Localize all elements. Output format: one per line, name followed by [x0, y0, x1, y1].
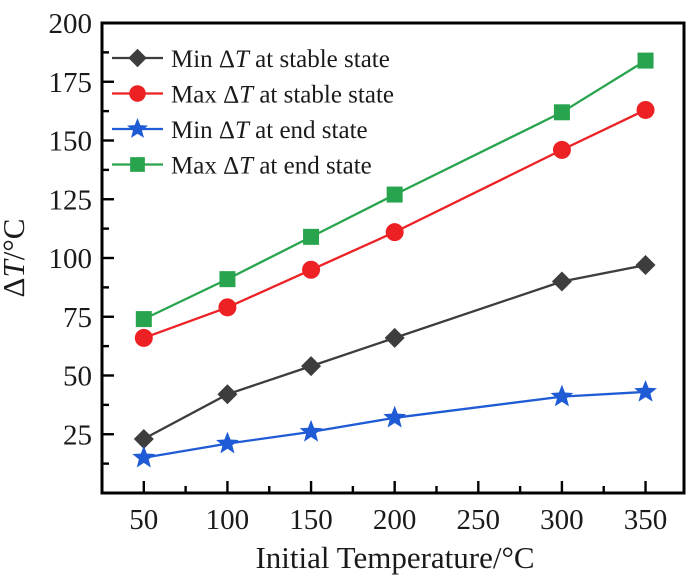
star-marker — [299, 419, 323, 442]
y-tick-label: 100 — [49, 243, 93, 275]
square-marker — [135, 311, 152, 328]
series-star — [132, 379, 657, 468]
legend-item: Min ΔT at stable state — [112, 46, 390, 73]
diamond-marker — [133, 428, 154, 449]
y-axis-title: ΔT/°C — [0, 219, 31, 298]
square-marker — [553, 104, 570, 121]
star-marker — [550, 384, 574, 407]
y-tick-label: 75 — [63, 302, 92, 334]
tick-labels: 50 100 150 200 250 300 350 25 50 75 100 125 150 175 20… — [49, 8, 668, 536]
series-diamond — [133, 255, 656, 449]
series-square — [135, 52, 654, 328]
x-tick-label: 150 — [289, 504, 333, 536]
legend-item: Max ΔT at end state — [112, 153, 372, 180]
square-marker — [637, 52, 654, 69]
series-line — [143, 108, 646, 339]
circle-marker — [129, 85, 146, 102]
x-tick-label: 100 — [206, 504, 250, 536]
circle-marker — [302, 260, 321, 279]
star-marker — [216, 431, 239, 454]
square-marker — [130, 157, 145, 172]
circle-marker — [636, 100, 655, 119]
y-tick-label: 25 — [63, 419, 92, 451]
diamond-marker — [301, 356, 322, 377]
x-tick-label: 50 — [129, 504, 158, 536]
star-marker — [127, 117, 148, 138]
legend-item: Min ΔT at end state — [112, 117, 368, 144]
square-marker — [219, 271, 236, 288]
circle-marker — [218, 298, 237, 317]
legend-label: Min ΔT at end state — [171, 117, 368, 144]
series-line — [143, 390, 646, 459]
star-marker — [634, 379, 657, 402]
circle-marker — [552, 140, 571, 159]
x-tick-label: 350 — [624, 504, 668, 536]
axis-ticks — [103, 21, 647, 492]
circle-marker — [134, 328, 153, 347]
diamond-marker — [551, 271, 572, 292]
y-tick-label: 200 — [49, 8, 93, 40]
legend-label: Max ΔT at stable state — [171, 82, 394, 109]
series-line — [143, 59, 647, 321]
y-tick-label: 125 — [49, 184, 93, 216]
x-tick-label: 300 — [540, 504, 584, 536]
diamond-marker — [635, 255, 656, 276]
y-tick-label: 50 — [63, 361, 92, 393]
diamond-marker — [128, 48, 147, 68]
x-axis-title: Initial Temperature/°C — [255, 540, 534, 575]
legend-item: Max ΔT at stable state — [112, 82, 394, 109]
y-tick-label: 175 — [49, 67, 93, 99]
series-line — [143, 263, 646, 440]
plot-frame — [100, 21, 686, 495]
star-marker — [383, 405, 407, 428]
star-marker — [132, 445, 156, 468]
diamond-marker — [217, 384, 238, 405]
axes — [100, 21, 686, 495]
y-tick-label: 150 — [49, 126, 93, 158]
x-tick-label: 200 — [373, 504, 417, 536]
circle-marker — [385, 223, 404, 242]
legend: Min ΔT at stable state Max ΔT at stable s… — [112, 46, 394, 180]
legend-label: Min ΔT at stable state — [171, 46, 390, 73]
square-marker — [303, 228, 320, 245]
series-circle — [134, 100, 655, 347]
x-tick-label: 250 — [457, 504, 501, 536]
square-marker — [386, 186, 403, 203]
diamond-marker — [384, 327, 405, 348]
legend-label: Max ΔT at end state — [171, 153, 372, 180]
